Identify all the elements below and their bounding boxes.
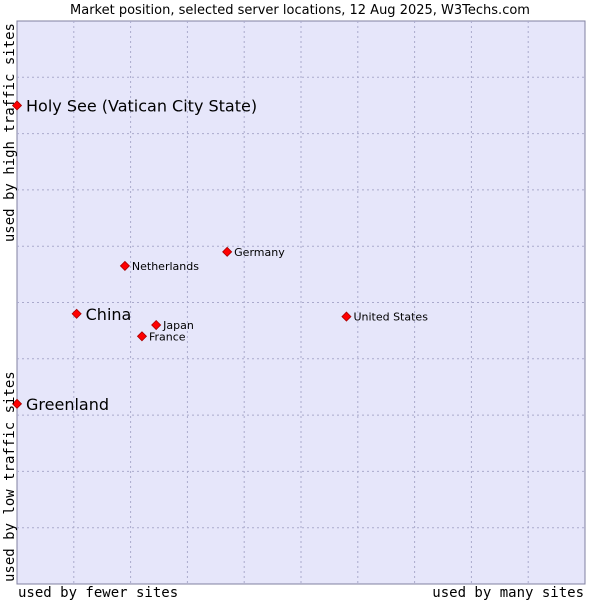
point-marker [136, 331, 148, 342]
data-point: China [71, 305, 132, 324]
x-axis-label-high: used by many sites [432, 585, 584, 600]
point-label: Holy See (Vatican City State) [26, 96, 257, 115]
data-point: Netherlands [119, 260, 199, 273]
point-label: Greenland [26, 395, 109, 414]
point-label: China [86, 305, 132, 324]
data-point: France [136, 330, 186, 343]
point-label: Germany [234, 246, 285, 259]
data-point: Holy See (Vatican City State) [11, 96, 257, 115]
point-marker [119, 260, 130, 271]
data-point: Germany [222, 246, 285, 259]
point-marker [11, 398, 23, 409]
y-axis-label-high: used by high traffic sites [2, 23, 18, 242]
data-point: United States [341, 311, 428, 324]
grid-lines [17, 21, 585, 584]
point-label: Netherlands [132, 260, 199, 273]
point-label: France [149, 330, 186, 343]
point-marker [222, 246, 233, 257]
point-label: Japan [162, 319, 194, 332]
point-marker [151, 319, 162, 331]
data-points: Holy See (Vatican City State) Germany Neth… [11, 96, 428, 414]
point-marker [71, 308, 82, 319]
data-point: Japan [151, 319, 194, 332]
point-marker [341, 311, 352, 322]
y-axis-label-low: used by low traffic sites [2, 371, 18, 582]
point-label: United States [353, 311, 428, 324]
chart-title: Market position, selected server locatio… [70, 3, 530, 18]
point-marker [11, 100, 23, 111]
data-point: Greenland [11, 395, 109, 414]
x-axis-label-low: used by fewer sites [18, 585, 178, 600]
